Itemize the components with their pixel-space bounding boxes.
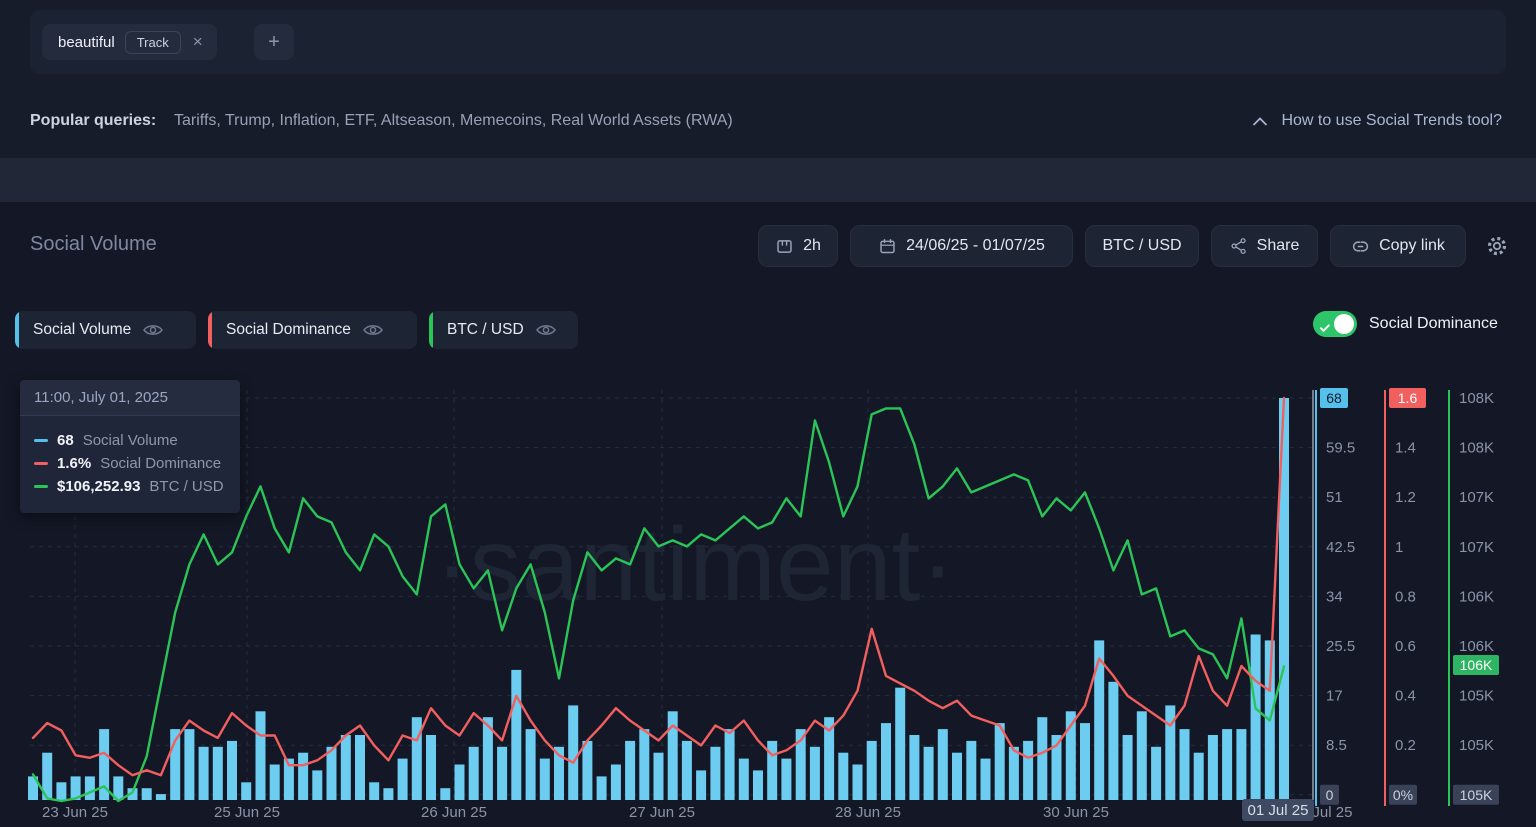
social-volume-panel: Social Volume 2h 24/06/25 - 01/07/25 BTC… [0, 202, 1536, 827]
legend-color-bar [208, 311, 212, 349]
help-link-label: How to use Social Trends tool? [1281, 112, 1502, 129]
legend-label: Social Volume [33, 321, 132, 338]
search-section: beautiful Track × + Popular queries: Tar… [0, 0, 1536, 158]
series-dash-icon [34, 462, 48, 465]
popular-queries-heading: Popular queries: [30, 112, 157, 129]
share-icon [1230, 237, 1248, 255]
tooltip-label: BTC / USD [149, 478, 224, 495]
track-tag[interactable]: Track [124, 30, 181, 54]
link-icon [1351, 237, 1370, 256]
pair-button[interactable]: BTC / USD [1085, 225, 1199, 267]
tooltip-value: 1.6% [57, 455, 92, 472]
legend-color-bar [15, 311, 19, 349]
copy-link-button[interactable]: Copy link [1330, 225, 1466, 267]
search-input[interactable]: beautiful Track × + [30, 10, 1506, 74]
share-button[interactable]: Share [1211, 225, 1318, 267]
interval-icon [775, 237, 794, 256]
series-dash-icon [34, 439, 48, 442]
page-title: Social Volume [30, 233, 157, 255]
social-dominance-toggle-row: Social Dominance [1313, 311, 1498, 337]
legend-label: Social Dominance [226, 321, 351, 338]
interval-button[interactable]: 2h [758, 225, 838, 267]
section-divider-band [0, 158, 1536, 202]
settings-button[interactable] [1484, 233, 1510, 264]
legend-label: BTC / USD [447, 321, 524, 338]
close-icon[interactable]: × [192, 32, 203, 51]
tooltip-label: Social Volume [82, 432, 178, 449]
toggle-knob [1334, 314, 1354, 334]
tooltip-body: 68 Social Volume 1.6% Social Dominance $… [20, 416, 240, 513]
tooltip-value: 68 [57, 432, 74, 449]
tooltip-value: $106,252.93 [57, 478, 141, 495]
legend-color-bar [429, 311, 433, 349]
eye-icon[interactable] [143, 323, 164, 337]
series-dash-icon [34, 485, 48, 488]
keyword-chip[interactable]: beautiful Track × [42, 24, 217, 60]
share-label: Share [1256, 237, 1300, 254]
tooltip-row-btc-usd: $106,252.93 BTC / USD [34, 478, 226, 495]
tooltip-row-social-volume: 68 Social Volume [34, 432, 226, 449]
copy-link-label: Copy link [1379, 237, 1445, 254]
tooltip-label: Social Dominance [100, 455, 222, 472]
interval-label: 2h [803, 237, 821, 254]
date-range-button[interactable]: 24/06/25 - 01/07/25 [850, 225, 1073, 267]
gear-icon [1487, 236, 1507, 256]
help-link[interactable]: How to use Social Trends tool? [1253, 112, 1502, 130]
social-dominance-toggle[interactable] [1313, 311, 1357, 337]
keyword-chip-label: beautiful [58, 33, 115, 51]
eye-icon[interactable] [535, 323, 556, 337]
chart-tooltip: 11:00, July 01, 2025 68 Social Volume 1.… [20, 380, 240, 513]
calendar-icon [878, 237, 897, 256]
legend-chip-btc-usd[interactable]: BTC / USD [429, 311, 578, 349]
popular-queries-list[interactable]: Tariffs, Trump, Inflation, ETF, Altseaso… [174, 112, 733, 129]
check-icon [1320, 320, 1330, 338]
tooltip-row-social-dominance: 1.6% Social Dominance [34, 455, 226, 472]
legend-chip-social-dominance[interactable]: Social Dominance [208, 311, 417, 349]
legend-chip-social-volume[interactable]: Social Volume [15, 311, 196, 349]
tooltip-timestamp: 11:00, July 01, 2025 [20, 380, 240, 416]
add-query-button[interactable]: + [254, 24, 294, 60]
eye-icon[interactable] [363, 323, 383, 337]
toggle-label: Social Dominance [1369, 315, 1498, 332]
pair-label: BTC / USD [1102, 237, 1182, 254]
date-range-label: 24/06/25 - 01/07/25 [906, 237, 1045, 254]
chevron-up-icon [1253, 116, 1268, 126]
